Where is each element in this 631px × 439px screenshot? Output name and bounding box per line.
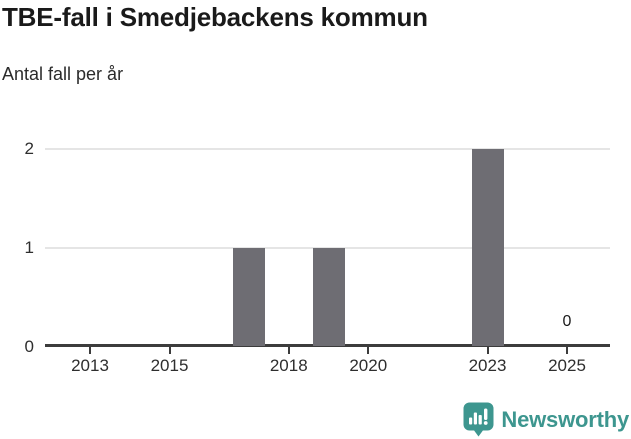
chart-subtitle: Antal fall per år <box>2 64 124 84</box>
x-axis-label-2025: 2025 <box>548 356 586 375</box>
bar-2017 <box>233 247 265 346</box>
value-label-2025: 0 <box>562 313 572 330</box>
x-axis-tick-2015 <box>168 347 171 354</box>
x-axis-label-2023: 2023 <box>468 356 507 375</box>
newsworthy-bubble-barchart-icon <box>463 402 494 437</box>
x-axis-label-2020: 2020 <box>349 356 388 375</box>
y-axis-label-1: 1 <box>24 237 34 257</box>
x-axis-label-2013: 2013 <box>71 356 109 375</box>
chart-title: TBE-fall i Smedjebackens kommun <box>2 2 428 32</box>
newsworthy-wordmark: Newsworthy <box>501 407 629 432</box>
x-axis-tick-2018 <box>287 347 290 354</box>
x-axis-label-2015: 2015 <box>150 356 189 375</box>
y-axis-label-0: 0 <box>24 337 34 356</box>
x-axis-tick-2025 <box>566 347 568 354</box>
x-axis-tick-2023 <box>486 347 489 354</box>
x-axis-tick-2013 <box>89 347 91 354</box>
y-axis-label-2: 2 <box>24 138 34 158</box>
newsworthy-logo: Newsworthy <box>463 402 629 437</box>
y-gridline-2 <box>45 147 610 150</box>
x-axis-label-2018: 2018 <box>269 356 308 375</box>
bar-2023 <box>471 148 504 346</box>
x-axis-tick-2020 <box>367 347 370 354</box>
bar-2019 <box>312 247 345 346</box>
